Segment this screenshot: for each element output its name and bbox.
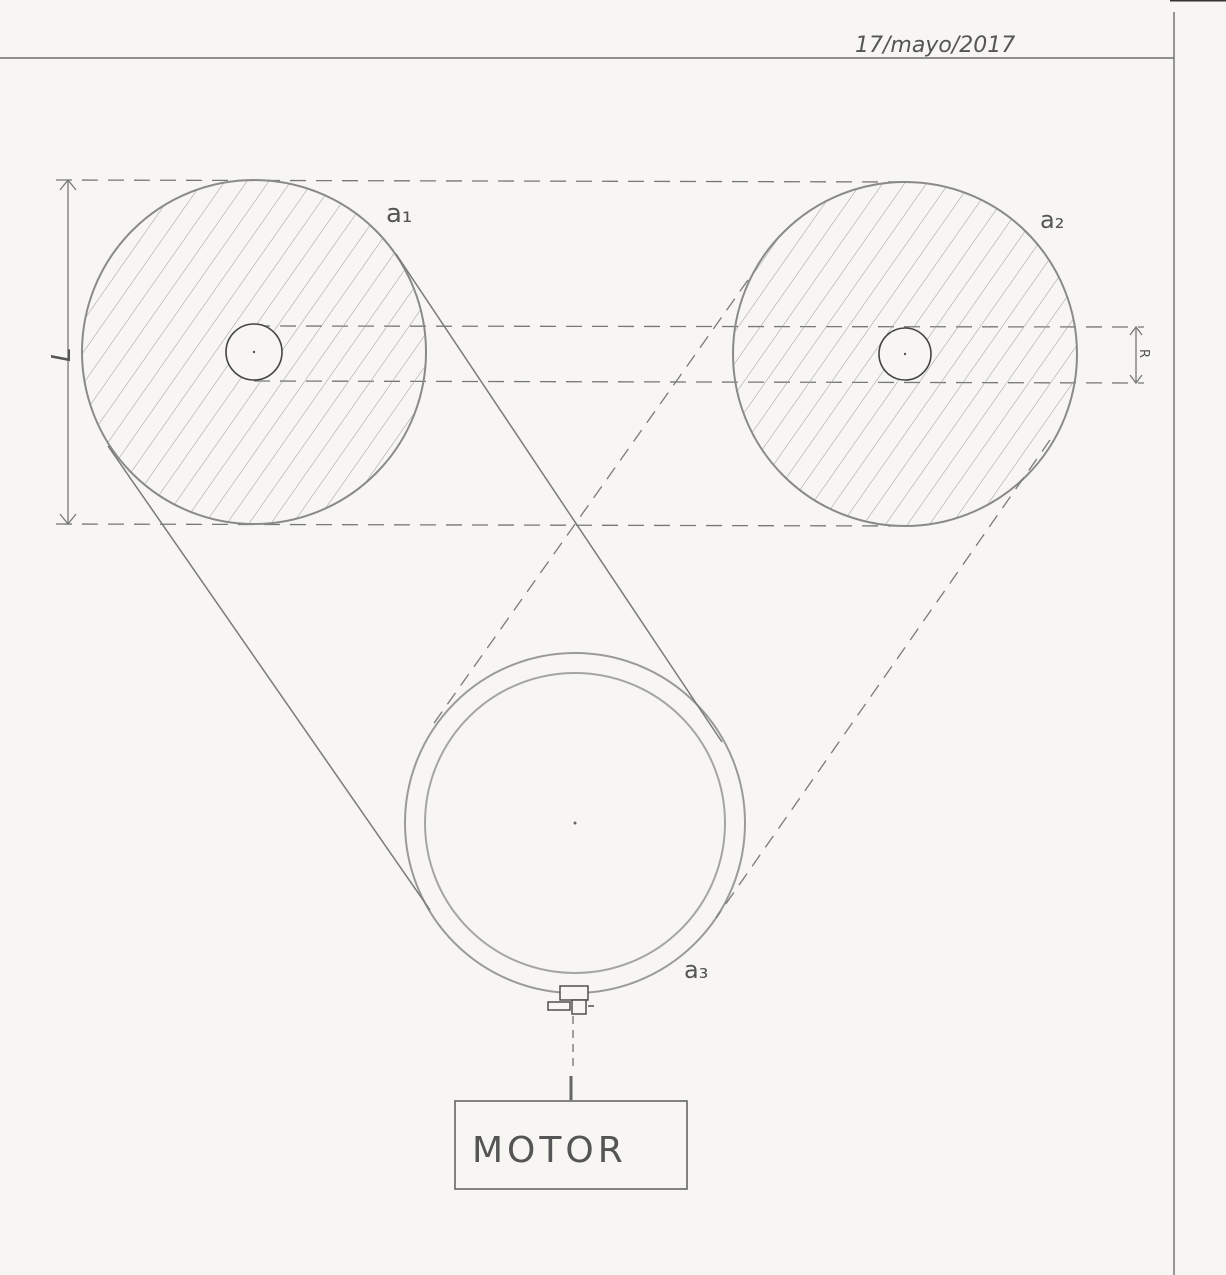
motor-box: MOTOR [454, 1100, 688, 1190]
dimension-r-label: R [1136, 349, 1151, 358]
pulley-a2-label: a₂ [1040, 206, 1064, 234]
pulley-a1-label: a₁ [386, 199, 412, 229]
motor-label: MOTOR [472, 1130, 627, 1171]
pulley-a1 [81, 179, 427, 525]
dimension-l [55, 178, 911, 527]
belt-solid [107, 253, 723, 911]
pulley-a3-label: a₃ [684, 956, 708, 984]
belt-dashed [431, 279, 1051, 919]
pulley-a2 [732, 181, 1078, 527]
pulley-a3 [404, 652, 746, 994]
dimension-l-label: L [47, 348, 77, 363]
date-label: 17/mayo/2017 [855, 33, 1015, 58]
shaft-coupling [547, 985, 594, 1015]
motor-shaft [569, 1016, 574, 1100]
